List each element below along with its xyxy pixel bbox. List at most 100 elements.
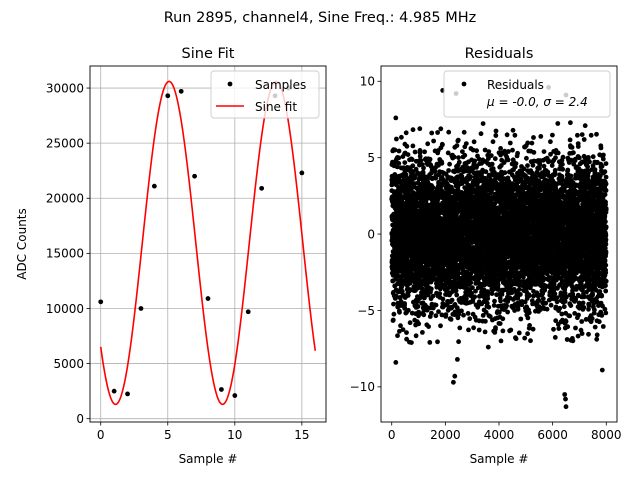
sine-fit-xtick-label: 5 — [164, 428, 172, 442]
sine-fit-ytick-label: 25000 — [46, 136, 84, 150]
residual-point — [434, 303, 439, 308]
residual-point — [513, 133, 518, 138]
residual-point — [406, 293, 411, 298]
residual-point — [418, 154, 423, 159]
residual-point — [498, 299, 503, 304]
residual-point — [493, 133, 498, 138]
residual-point — [420, 330, 425, 335]
residual-point — [438, 126, 443, 131]
residual-point — [455, 143, 460, 148]
residual-point — [499, 339, 504, 344]
residual-point — [416, 321, 421, 326]
residual-point — [409, 340, 414, 345]
residual-point — [483, 319, 488, 324]
residual-point — [396, 156, 401, 161]
residual-point — [402, 301, 407, 306]
residual-point — [428, 157, 433, 162]
residual-point — [505, 132, 510, 137]
residual-point — [508, 328, 513, 333]
residual-point — [498, 146, 503, 151]
sample-point — [179, 89, 184, 94]
residual-point — [411, 144, 416, 149]
residual-point — [391, 302, 396, 307]
sample-point — [259, 186, 264, 191]
residual-point — [467, 316, 472, 321]
legend-samples-label: Samples — [255, 78, 306, 92]
residual-point — [468, 280, 473, 285]
sample-point — [125, 391, 130, 396]
residual-point — [396, 161, 401, 166]
residual-point — [468, 174, 473, 179]
residual-point — [493, 325, 498, 330]
residual-point — [394, 137, 399, 142]
residual-point — [413, 150, 418, 155]
residual-point — [517, 331, 522, 336]
sine-fit-ytick-label: 5000 — [53, 357, 84, 371]
residual-point — [459, 309, 464, 314]
sine-fit-xtick-label: 10 — [227, 428, 242, 442]
residual-point — [435, 339, 440, 344]
residual-point — [511, 128, 516, 133]
residual-point — [492, 299, 497, 304]
residual-point — [404, 130, 409, 135]
residual-point — [486, 305, 491, 310]
residual-point — [392, 312, 397, 317]
residual-point — [438, 323, 443, 328]
residual-point — [431, 139, 436, 144]
residual-point — [456, 339, 461, 344]
residual-point — [429, 287, 434, 292]
residual-point — [410, 157, 415, 162]
residual-point — [471, 325, 476, 330]
residual-point — [450, 298, 455, 303]
legend-sine-fit-label: Sine fit — [255, 100, 297, 114]
residual-point — [457, 326, 462, 331]
residual-point — [425, 141, 430, 146]
residual-point — [427, 340, 432, 345]
residual-point — [429, 311, 434, 316]
sine-fit-ytick-label: 20000 — [46, 192, 84, 206]
sine-fit-xlabel: Sample # — [179, 452, 238, 466]
residual-point — [516, 307, 521, 312]
residual-point — [489, 153, 494, 158]
residual-point — [418, 148, 423, 153]
residual-point — [464, 141, 469, 146]
residual-point — [421, 166, 426, 171]
residual-point — [416, 304, 421, 309]
residual-point — [419, 158, 424, 163]
residual-point — [500, 316, 505, 321]
residual-point — [501, 329, 506, 334]
residual-point — [466, 311, 471, 316]
residual-point — [494, 129, 499, 134]
residual-point — [483, 330, 488, 335]
residual-point — [421, 170, 426, 175]
sample-point — [232, 393, 237, 398]
residual-point — [515, 151, 520, 156]
residual-point — [411, 127, 416, 132]
residual-point — [518, 292, 523, 297]
sine-fit-xtick-label: 15 — [294, 428, 309, 442]
residual-point — [406, 152, 411, 157]
residual-point — [414, 333, 419, 338]
sine-fit-ytick-label: 10000 — [46, 302, 84, 316]
residual-point — [440, 161, 445, 166]
residual-point — [454, 293, 459, 298]
residual-point — [506, 158, 511, 163]
residual-point — [462, 153, 467, 158]
residual-point — [395, 333, 400, 338]
residual-point — [510, 148, 515, 153]
residual-point — [486, 149, 491, 154]
residual-point — [504, 303, 509, 308]
sample-point — [165, 93, 170, 98]
residual-point — [456, 138, 461, 143]
residual-point — [485, 290, 490, 295]
residual-point — [457, 160, 462, 165]
residual-point — [422, 149, 427, 154]
residual-point — [517, 287, 522, 292]
residual-point — [402, 160, 407, 165]
legend-samples-marker — [228, 82, 233, 87]
residual-point — [405, 144, 410, 149]
residual-point — [397, 310, 402, 315]
sample-point — [219, 387, 224, 392]
sine-fit-ytick-label: 0 — [76, 412, 84, 426]
residual-point — [444, 312, 449, 317]
